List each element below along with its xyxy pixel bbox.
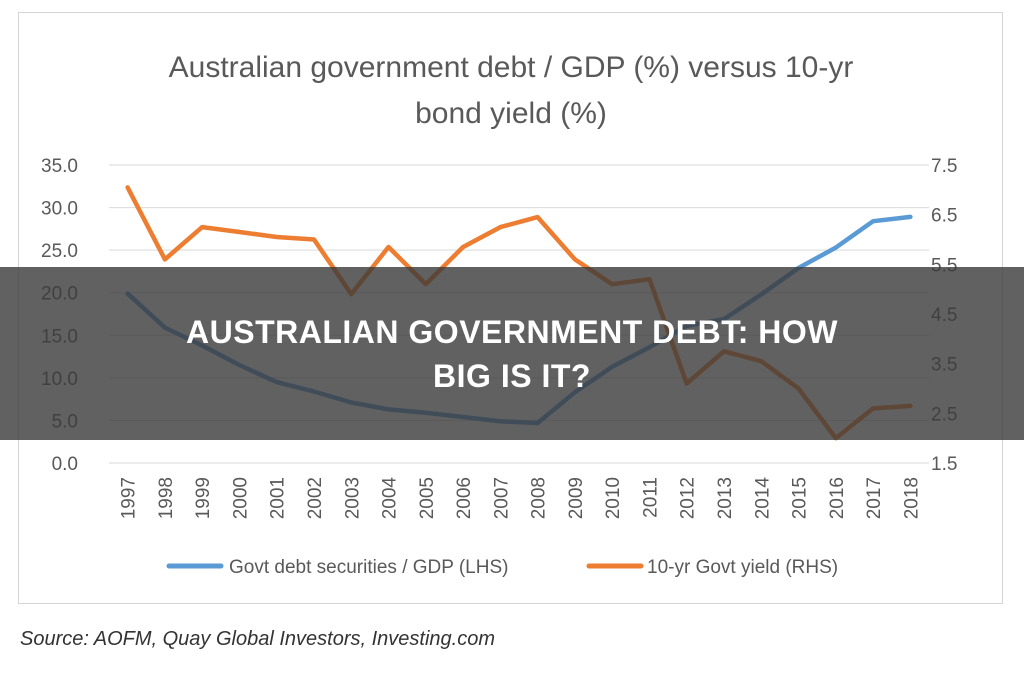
left-tick-label: 30.0 xyxy=(41,199,78,220)
x-tick-label: 2006 xyxy=(454,477,475,519)
x-tick-label: 2003 xyxy=(342,477,363,519)
right-tick-label: 7.5 xyxy=(931,156,957,177)
x-tick-label: 2000 xyxy=(230,477,251,519)
x-tick-label: 2018 xyxy=(901,477,922,519)
right-tick-label: 6.5 xyxy=(931,206,957,227)
x-tick-label: 2009 xyxy=(566,477,587,519)
x-tick-label: 1997 xyxy=(119,477,140,519)
x-tick-label: 2013 xyxy=(715,477,736,519)
left-tick-label: 0.0 xyxy=(52,454,78,475)
title-banner: AUSTRALIAN GOVERNMENT DEBT: HOW BIG IS I… xyxy=(0,267,1024,440)
x-tick-label: 2004 xyxy=(380,477,401,520)
x-tick-label: 2005 xyxy=(417,477,438,519)
source-caption: Source: AOFM, Quay Global Investors, Inv… xyxy=(20,628,495,650)
banner-title-line-2: BIG IS IT? xyxy=(433,357,591,394)
banner-title-line-1: AUSTRALIAN GOVERNMENT DEBT: HOW xyxy=(186,313,838,350)
x-tick-label: 2008 xyxy=(529,477,550,519)
x-tick-label: 2011 xyxy=(640,477,661,518)
legend: Govt debt securities / GDP (LHS) 10-yr Go… xyxy=(166,557,838,578)
x-tick-label: 2002 xyxy=(305,477,326,519)
left-tick-label: 25.0 xyxy=(41,241,78,262)
x-tick-label: 2017 xyxy=(864,477,885,519)
x-tick-label: 2010 xyxy=(603,477,624,519)
x-tick-label: 2007 xyxy=(491,477,512,519)
right-tick-label: 1.5 xyxy=(931,454,957,475)
left-tick-label: 35.0 xyxy=(41,156,78,177)
x-tick-label: 1999 xyxy=(193,477,214,519)
x-tick-label: 2012 xyxy=(678,477,699,519)
x-axis: 1997 1998 1999 2000 2001 2002 2003 2004 2005 2006… xyxy=(119,477,923,520)
chart-title-line-2: bond yield (%) xyxy=(415,97,607,130)
legend-label-1: Govt debt securities / GDP (LHS) xyxy=(229,557,508,578)
x-tick-label: 1998 xyxy=(156,477,177,519)
x-tick-label: 2016 xyxy=(827,477,848,519)
legend-label-2: 10-yr Govt yield (RHS) xyxy=(647,557,838,578)
x-tick-label: 2001 xyxy=(268,477,289,519)
x-tick-label: 2014 xyxy=(752,477,773,520)
x-tick-label: 2015 xyxy=(790,477,811,519)
chart-title-line-1: Australian government debt / GDP (%) ver… xyxy=(169,51,854,84)
